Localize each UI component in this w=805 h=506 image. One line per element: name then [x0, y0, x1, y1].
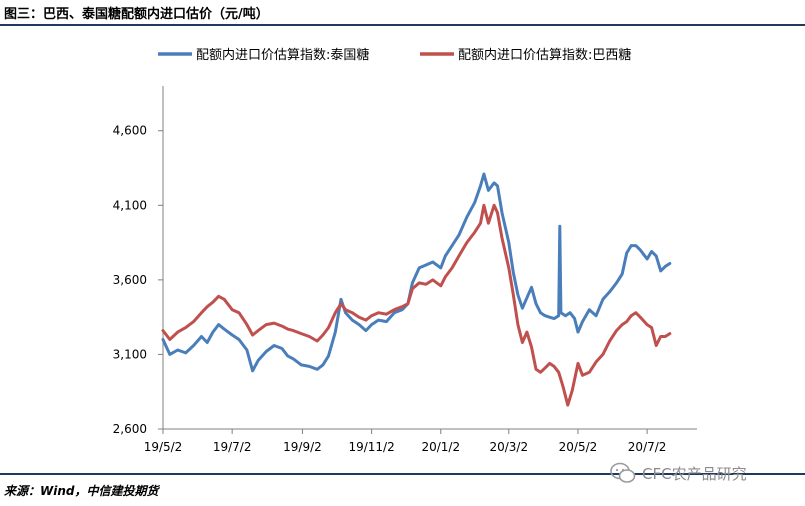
chart-series — [161, 172, 672, 407]
top-divider — [0, 24, 805, 26]
y-tick-label: 4,100 — [113, 198, 147, 212]
chart-axes: 2,600 3,100 3,600 4,100 4,600 19/5/2 19/7/2 19/… — [113, 86, 697, 454]
x-tick-label: 20/7/2 — [628, 440, 667, 454]
figure-title: 图三：巴西、泰国糖配额内进口估价（元/吨） — [4, 7, 269, 22]
wechat-icon — [610, 462, 636, 483]
chart-legend: 配额内进口价估算指数:泰国糖 配额内进口价估算指数:巴西糖 — [158, 47, 631, 63]
bottom-divider — [0, 473, 805, 475]
legend-label: 配额内进口价估算指数:巴西糖 — [458, 47, 631, 63]
y-tick-label: 3,100 — [113, 347, 147, 361]
x-tick-label: 19/7/2 — [213, 440, 252, 454]
x-tick-label: 20/1/2 — [421, 440, 460, 454]
series-line-thai-sugar — [161, 172, 672, 373]
x-tick-label: 20/5/2 — [559, 440, 598, 454]
x-tick-label: 20/3/2 — [489, 440, 528, 454]
y-tick-label: 4,600 — [113, 124, 147, 138]
watermark-text: CFC农产品研究 — [642, 464, 747, 483]
x-tick-label: 19/11/2 — [348, 440, 394, 454]
source-note: 来源：Wind，中信建投期货 — [4, 484, 159, 498]
line-chart: 配额内进口价估算指数:泰国糖 配额内进口价估算指数:巴西糖 2,600 3,100 3… — [113, 47, 697, 454]
x-tick-label: 19/9/2 — [283, 440, 322, 454]
y-tick-label: 3,600 — [113, 273, 147, 287]
series-line-brazil-sugar — [161, 203, 672, 407]
y-tick-label: 2,600 — [113, 422, 147, 436]
legend-label: 配额内进口价估算指数:泰国糖 — [196, 47, 369, 63]
watermark: CFC农产品研究 — [610, 460, 800, 486]
x-tick-label: 19/5/2 — [144, 440, 183, 454]
